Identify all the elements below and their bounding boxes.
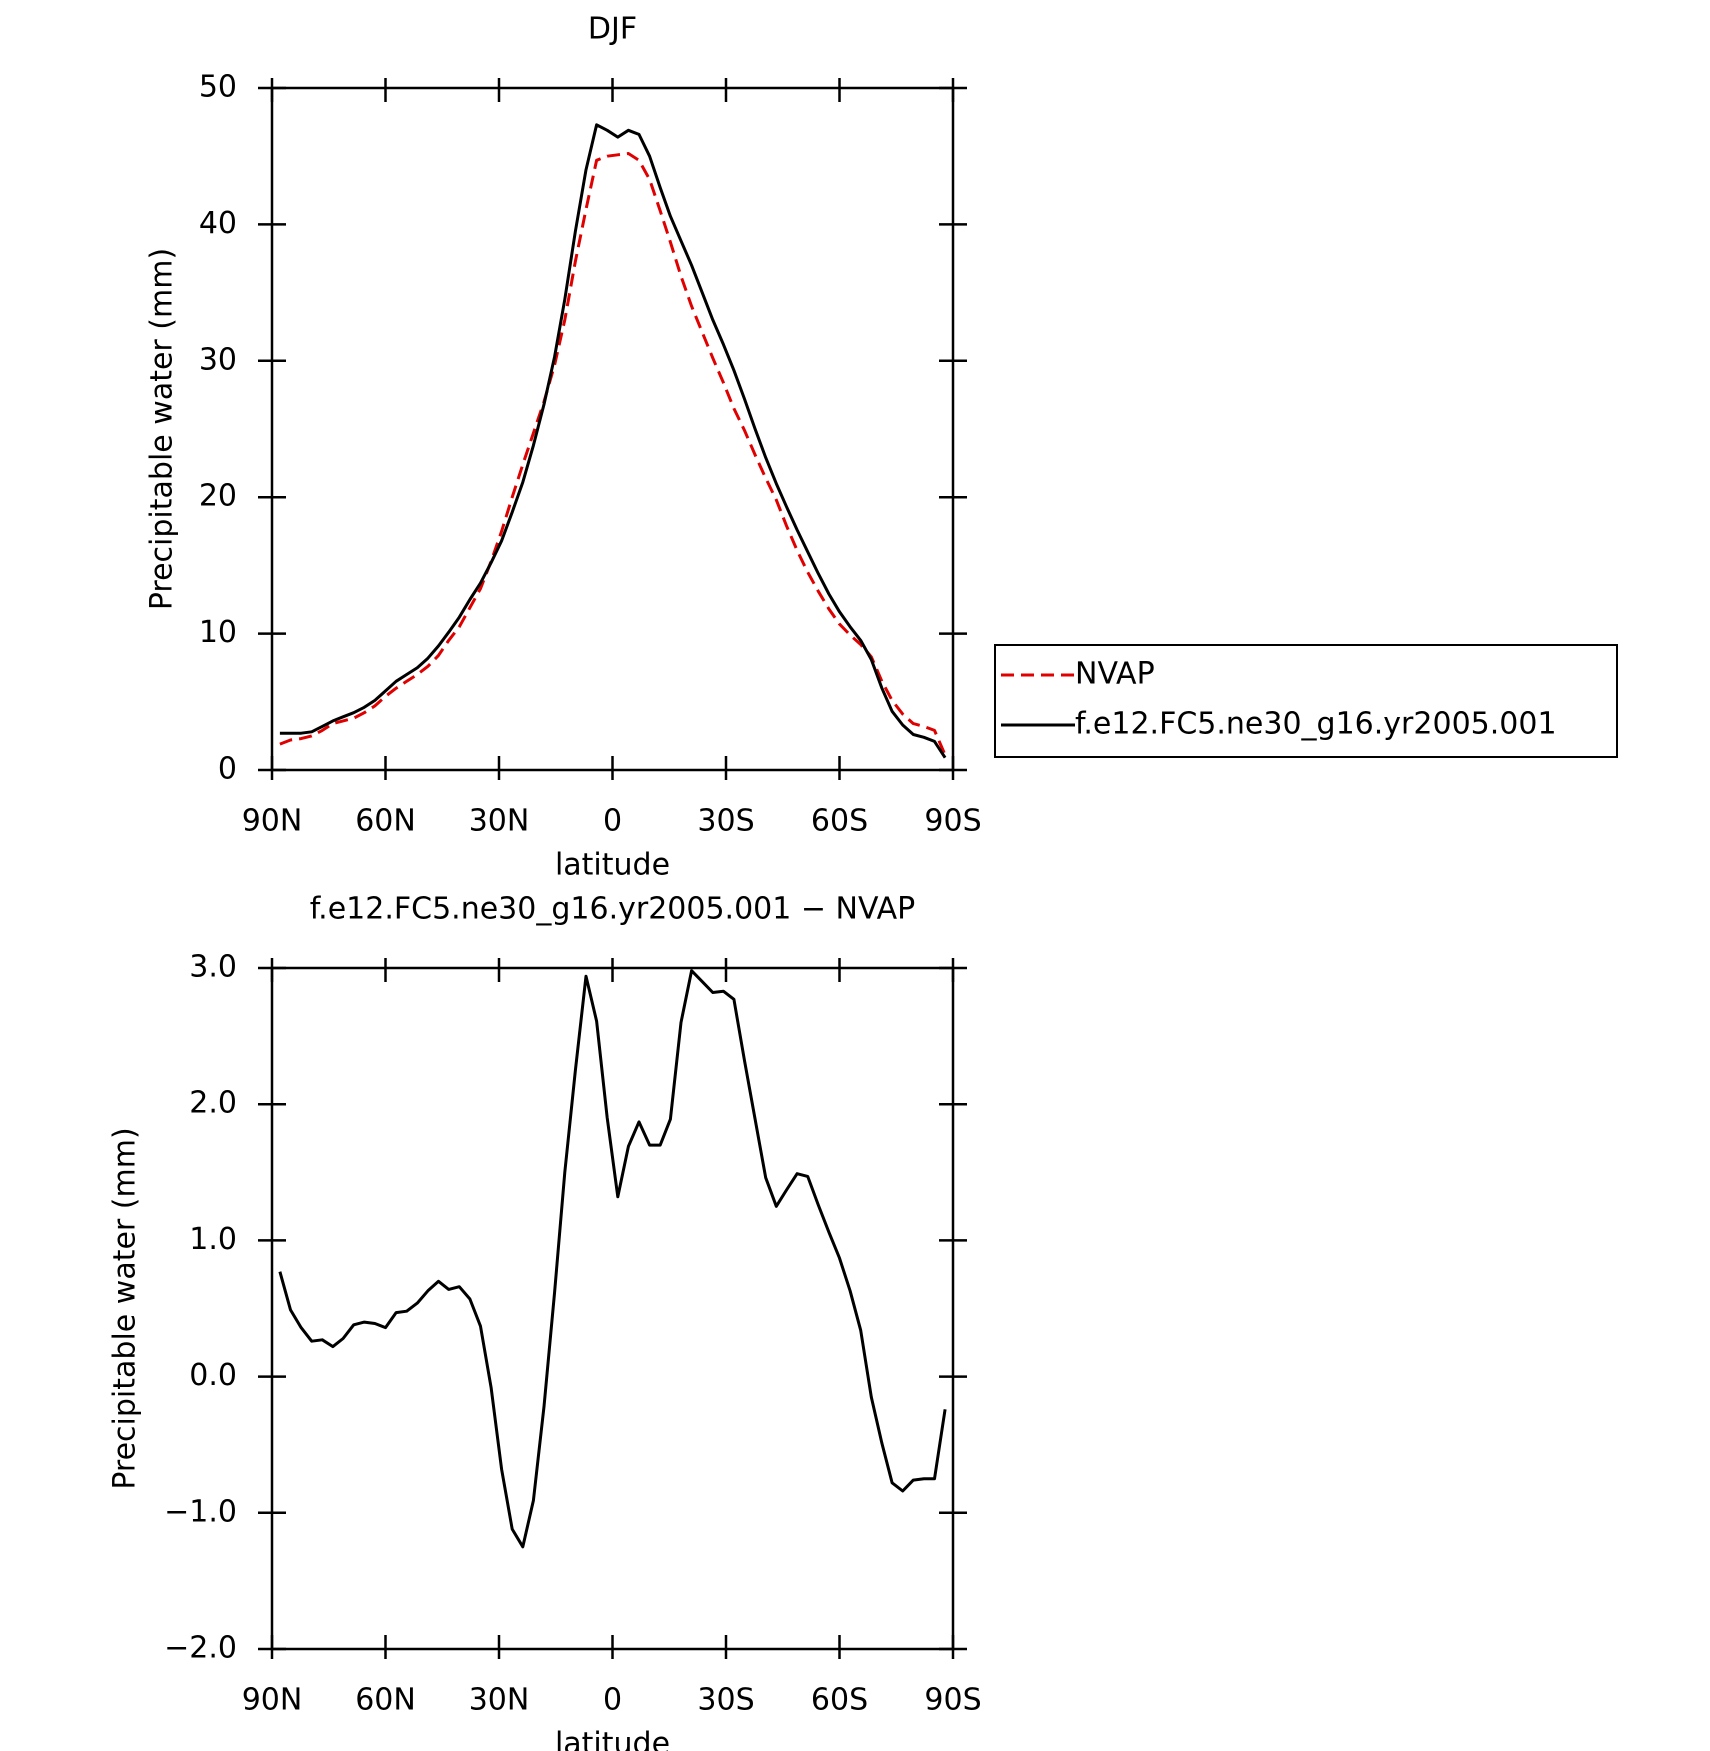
plot-frame — [270, 966, 955, 1651]
x-tick-label: 60N — [355, 1683, 416, 1718]
y-tick-label: 40 — [199, 206, 237, 241]
x-tick-label: 0 — [603, 804, 622, 839]
x-tick-label: 60S — [811, 804, 868, 839]
y-tick-label: 1.0 — [189, 1222, 237, 1257]
x-axis-label: latitude — [555, 848, 670, 883]
chart-title: f.e12.FC5.ne30_g16.yr2005.001 − NVAP — [310, 892, 915, 927]
legend-label: f.e12.FC5.ne30_g16.yr2005.001 — [1075, 707, 1557, 742]
x-tick-label: 90N — [242, 1683, 303, 1718]
x-tick-label: 90S — [924, 804, 981, 839]
legend-box — [994, 644, 1618, 758]
x-tick-label: 0 — [603, 1683, 622, 1718]
y-tick-label: −2.0 — [164, 1631, 237, 1666]
chart-title: DJF — [588, 12, 637, 47]
y-tick-label: 30 — [199, 342, 237, 377]
y-tick-label: 20 — [199, 479, 237, 514]
y-tick-label: 3.0 — [189, 950, 237, 985]
legend-label: NVAP — [1075, 657, 1155, 692]
y-tick-label: 0.0 — [189, 1358, 237, 1393]
data-line — [279, 152, 947, 756]
x-tick-label: 90N — [242, 804, 303, 839]
x-axis-label: latitude — [555, 1727, 670, 1751]
y-tick-label: 10 — [199, 615, 237, 650]
x-tick-label: 90S — [924, 1683, 981, 1718]
y-tick-label: 0 — [218, 752, 237, 787]
y-tick-label: −1.0 — [164, 1494, 237, 1529]
data-line — [278, 969, 947, 1549]
y-axis-label: Precipitable water (mm) — [108, 1127, 143, 1489]
y-tick-label: 50 — [199, 70, 237, 105]
y-tick-label: 2.0 — [189, 1086, 237, 1121]
y-axis-label: Precipitable water (mm) — [145, 248, 180, 610]
x-tick-label: 30S — [697, 804, 754, 839]
plot-frame — [270, 86, 955, 772]
x-tick-label: 30N — [469, 1683, 530, 1718]
x-tick-label: 60N — [355, 804, 416, 839]
x-tick-label: 30N — [469, 804, 530, 839]
x-tick-label: 30S — [697, 1683, 754, 1718]
x-tick-label: 60S — [811, 1683, 868, 1718]
data-line — [279, 123, 947, 759]
